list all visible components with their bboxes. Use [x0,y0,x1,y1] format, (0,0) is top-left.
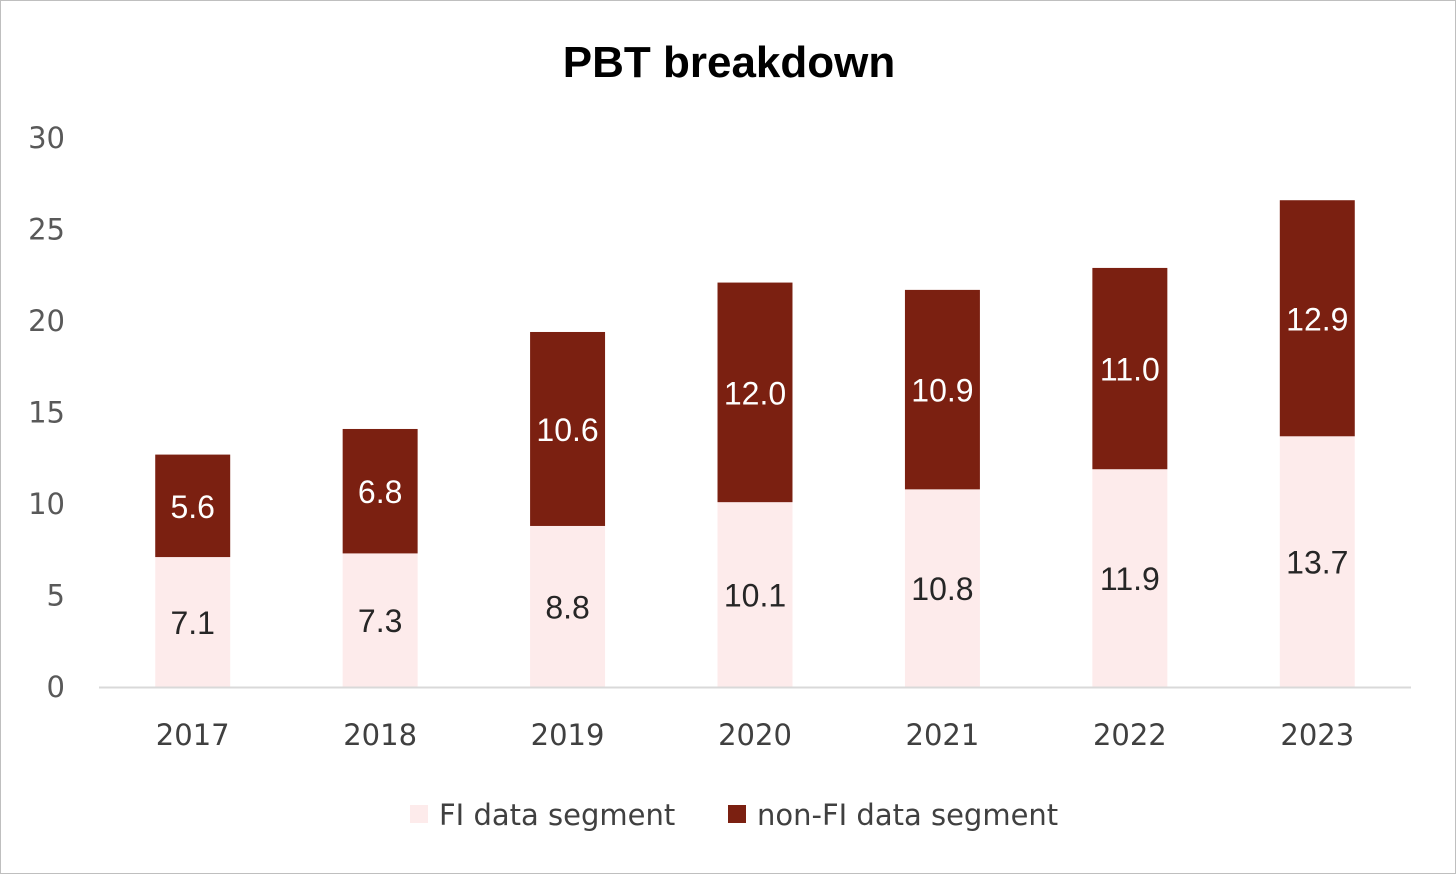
x-tick-label: 2021 [906,718,980,752]
data-label: 7.1 [170,605,214,641]
y-tick-label: 5 [47,579,65,613]
data-label: 10.1 [724,578,786,614]
data-label: 5.6 [170,489,214,525]
legend-swatch-non-fi [728,805,746,823]
chart-title: PBT breakdown [563,38,896,87]
bar-non-fi-segment [342,428,418,554]
data-label: 10.6 [536,412,598,448]
data-label: 11.0 [1100,352,1160,388]
bar-non-fi-segment [530,331,606,526]
bar-non-fi-segment [1279,200,1355,437]
data-label: 6.8 [358,474,402,510]
y-tick-label: 25 [28,213,65,247]
bar-non-fi-segment [717,282,793,503]
bar-non-fi-segment [904,289,980,490]
legend-label-non-fi: non-FI data segment [757,798,1058,832]
bar-fi-segment [530,525,606,687]
bars: 7.1 5.6 7.3 6.8 8.8 10.6 10.1 12.0 10.8 10.9 11.9 1… [155,200,1355,687]
data-label: 11.9 [1100,561,1160,597]
x-tick-label: 2019 [531,718,605,752]
data-label: 13.7 [1286,545,1348,581]
bar-non-fi-segment [155,454,231,558]
bar-non-fi-segment [1092,267,1168,470]
bar-fi-segment [1092,469,1168,687]
data-label: 12.0 [724,375,786,411]
bar-fi-segment [904,489,980,687]
y-tick-label: 15 [28,396,65,430]
data-label: 7.3 [358,603,402,639]
x-tick-label: 2022 [1093,718,1167,752]
bar-fi-segment [342,553,418,687]
legend-swatch-fi [410,805,428,823]
y-tick-label: 10 [28,487,65,521]
x-tick-label: 2020 [718,718,792,752]
bar-fi-segment [1279,436,1355,687]
y-tick-label: 0 [47,670,65,704]
x-tick-label: 2018 [343,718,417,752]
x-tick-label: 2023 [1280,718,1354,752]
bar-fi-segment [155,557,231,687]
y-tick-label: 30 [28,121,65,155]
data-label: 10.9 [911,373,973,409]
y-axis-ticks: 0 5 10 15 20 25 30 [28,121,65,704]
y-tick-label: 20 [28,304,65,338]
x-tick-label: 2017 [156,718,230,752]
x-axis-categories: 2017 2018 2019 2020 2021 2022 2023 [156,718,1354,752]
bar-fi-segment [717,502,793,687]
data-label: 10.8 [911,571,973,607]
legend: FI data segment non-FI data segment [410,798,1058,832]
data-label: 8.8 [545,589,589,625]
data-label: 12.9 [1286,301,1348,337]
legend-label-fi: FI data segment [439,798,675,832]
